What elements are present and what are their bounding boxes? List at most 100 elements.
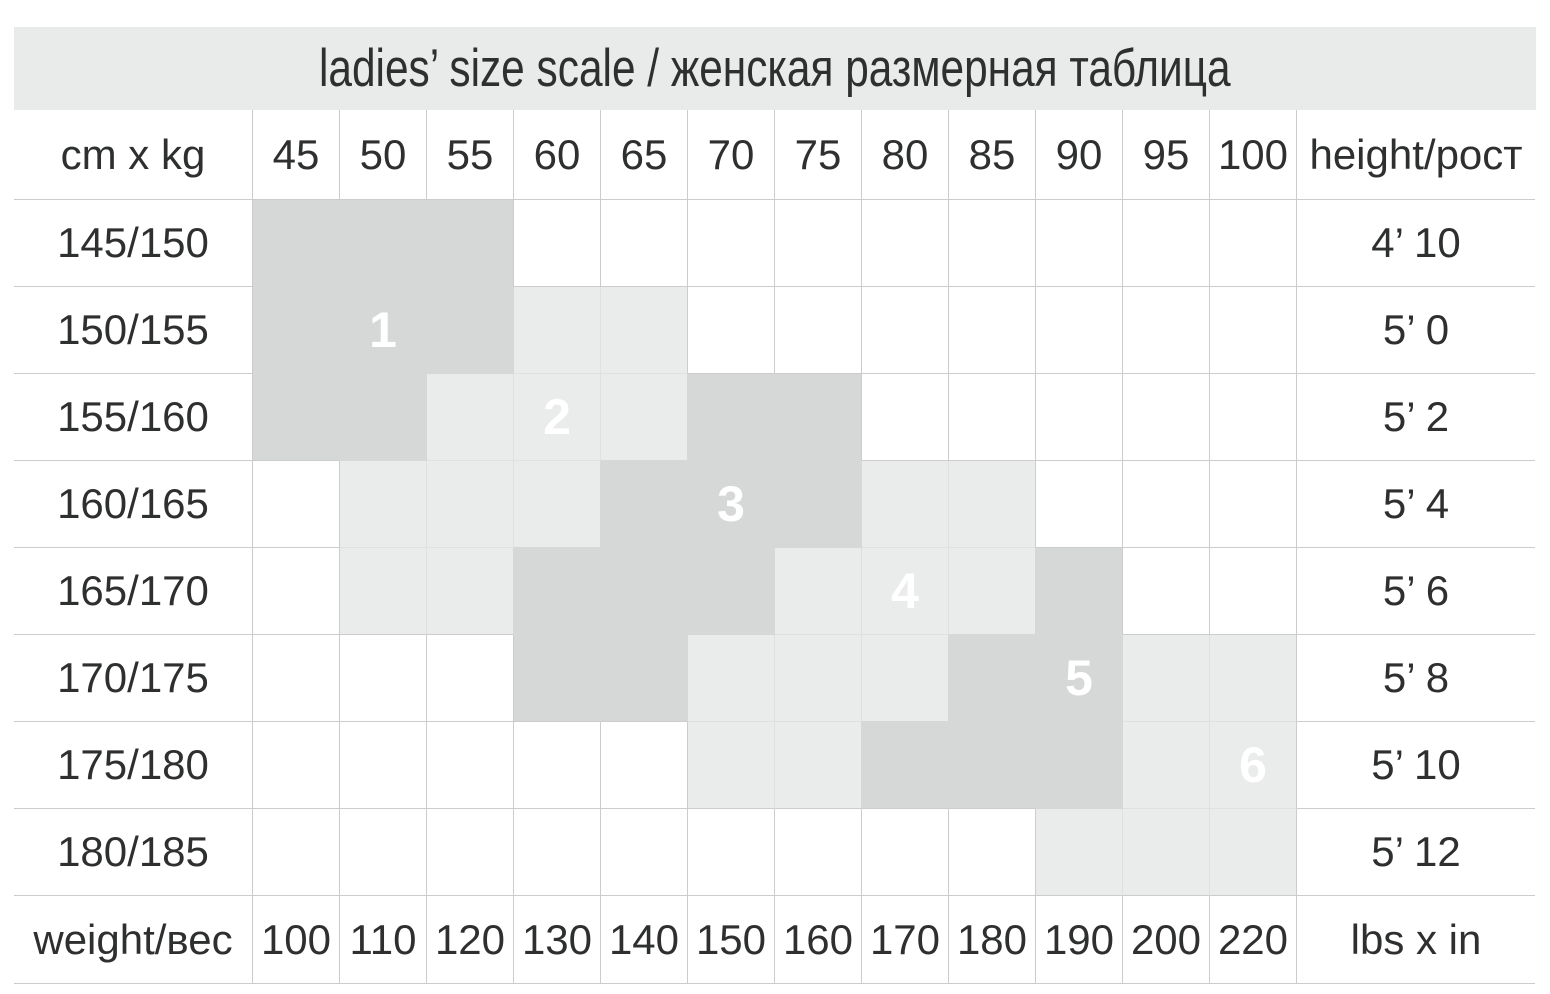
lbs-footer-cell: 180 — [949, 896, 1036, 984]
height-cm-label: 150/155 — [14, 287, 253, 374]
size-zone-cell — [1036, 287, 1123, 374]
size-zone-cell — [601, 461, 688, 548]
size-zone-cell — [514, 548, 601, 635]
size-zone-cell — [514, 287, 601, 374]
lbs-footer-cell: 200 — [1123, 896, 1210, 984]
size-zone-cell — [949, 287, 1036, 374]
size-zone-cell — [340, 374, 427, 461]
lbs-footer-cell: 160 — [775, 896, 862, 984]
size-zone-cell — [253, 374, 340, 461]
size-zone-cell — [862, 461, 949, 548]
size-zone-cell — [1210, 200, 1297, 287]
size-zone-cell — [253, 200, 340, 287]
size-zone-cell: 4 — [862, 548, 949, 635]
height-ft-label: 5’ 8 — [1297, 635, 1535, 722]
size-zone-cell — [949, 809, 1036, 896]
size-zone-cell — [1036, 722, 1123, 809]
size-zone-cell — [1123, 287, 1210, 374]
lbs-footer-cell: 130 — [514, 896, 601, 984]
size-zone-cell — [688, 287, 775, 374]
height-ft-label: 5’ 0 — [1297, 287, 1535, 374]
size-zone-cell — [340, 461, 427, 548]
corner-cell-cm-kg: cm x kg — [14, 110, 253, 200]
height-ft-label: 5’ 4 — [1297, 461, 1535, 548]
kg-header-cell: 85 — [949, 110, 1036, 200]
corner-cell-weight: weight/вес — [14, 896, 253, 984]
size-zone-cell — [514, 635, 601, 722]
size-zone-cell — [601, 635, 688, 722]
size-zone-cell — [775, 635, 862, 722]
size-zone-cell — [1036, 461, 1123, 548]
size-zone-cell — [253, 635, 340, 722]
size-zone-cell — [1210, 548, 1297, 635]
size-zone-cell — [862, 287, 949, 374]
size-zone-number: 4 — [891, 563, 919, 619]
size-zone-number: 2 — [543, 389, 571, 445]
size-zone-cell — [688, 722, 775, 809]
size-zone-cell — [253, 548, 340, 635]
size-zone-cell — [775, 200, 862, 287]
size-zone-cell — [775, 809, 862, 896]
size-zone-cell: 1 — [340, 287, 427, 374]
chart-title: ladies’ size scale / женская размерная т… — [319, 39, 1231, 98]
size-zone-cell — [775, 722, 862, 809]
height-cm-label: 165/170 — [14, 548, 253, 635]
size-zone-cell — [1036, 200, 1123, 287]
size-zone-cell — [1123, 200, 1210, 287]
lbs-footer-cell: 170 — [862, 896, 949, 984]
height-cm-label: 155/160 — [14, 374, 253, 461]
size-zone-cell — [775, 548, 862, 635]
size-zone-cell — [1036, 809, 1123, 896]
size-zone-cell — [253, 809, 340, 896]
size-zone-cell — [775, 374, 862, 461]
size-zone-cell: 3 — [688, 461, 775, 548]
kg-header-cell: 70 — [688, 110, 775, 200]
kg-header-cell: 75 — [775, 110, 862, 200]
kg-header-cell: 90 — [1036, 110, 1123, 200]
kg-header-cell: 65 — [601, 110, 688, 200]
height-ft-label: 5’ 10 — [1297, 722, 1535, 809]
size-zone-cell — [340, 635, 427, 722]
kg-header-cell: 55 — [427, 110, 514, 200]
size-zone-cell — [949, 200, 1036, 287]
kg-header-cell: 100 — [1210, 110, 1297, 200]
height-ft-label: 4’ 10 — [1297, 200, 1535, 287]
size-zone-cell — [1123, 722, 1210, 809]
height-ft-label: 5’ 2 — [1297, 374, 1535, 461]
size-zone-cell — [1210, 287, 1297, 374]
size-zone-cell — [688, 200, 775, 287]
size-zone-cell — [688, 548, 775, 635]
size-zone-cell — [949, 722, 1036, 809]
size-zone-cell — [427, 461, 514, 548]
size-zone-cell — [1210, 809, 1297, 896]
size-zone-cell — [862, 635, 949, 722]
size-zone-cell — [1123, 548, 1210, 635]
size-zone-cell — [340, 200, 427, 287]
size-zone-cell — [1123, 809, 1210, 896]
height-cm-label: 145/150 — [14, 200, 253, 287]
height-cm-label: 180/185 — [14, 809, 253, 896]
kg-header-cell: 60 — [514, 110, 601, 200]
size-zone-cell — [1123, 635, 1210, 722]
size-zone-number: 1 — [369, 302, 397, 358]
size-zone-cell — [340, 809, 427, 896]
size-table: cm x kg 45 50 55 60 65 70 75 80 85 90 95 100 height/р… — [14, 110, 1535, 984]
height-cm-label: 160/165 — [14, 461, 253, 548]
size-zone-cell — [862, 809, 949, 896]
lbs-footer-cell: 140 — [601, 896, 688, 984]
size-zone-cell — [1210, 635, 1297, 722]
height-ft-label: 5’ 6 — [1297, 548, 1535, 635]
size-zone-cell — [253, 461, 340, 548]
size-zone-cell — [949, 374, 1036, 461]
size-zone-number: 6 — [1239, 737, 1267, 793]
corner-cell-height: height/рост — [1297, 110, 1535, 200]
size-zone-cell — [949, 548, 1036, 635]
size-zone-cell — [601, 287, 688, 374]
size-zone-cell: 6 — [1210, 722, 1297, 809]
lbs-footer-cell: 110 — [340, 896, 427, 984]
size-zone-cell — [340, 548, 427, 635]
size-zone-cell — [427, 548, 514, 635]
size-zone-cell — [1123, 461, 1210, 548]
size-zone-cell — [427, 287, 514, 374]
size-zone-cell — [862, 200, 949, 287]
